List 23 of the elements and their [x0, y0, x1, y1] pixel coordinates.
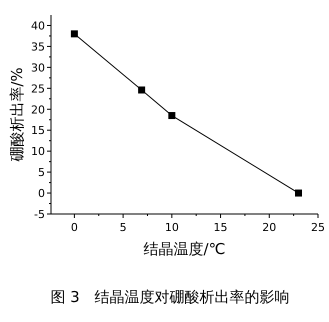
y-tick-label: 40: [31, 19, 45, 32]
y-tick-label: 20: [31, 103, 45, 116]
point: [295, 190, 302, 197]
x-tick-label: 20: [262, 221, 276, 234]
x-tick-label: 10: [164, 221, 179, 234]
y-tick-label: 30: [31, 61, 45, 74]
x-axis-title: 结晶温度/℃: [144, 240, 226, 258]
y-tick-label: 0: [38, 187, 45, 200]
x-tick-label: 25: [311, 221, 325, 234]
y-tick-label: 35: [31, 40, 45, 54]
x-tick-label: 5: [120, 221, 127, 234]
point: [168, 112, 176, 120]
y-axis-title: 硼酸析出率/%: [8, 67, 26, 163]
x-tick-label: 15: [214, 221, 228, 234]
y-tick-label: 25: [31, 82, 45, 96]
y-tick-label: 15: [31, 124, 45, 138]
x-tick-label: 0: [70, 221, 78, 234]
y-tick-label: 5: [38, 166, 45, 180]
point: [70, 30, 78, 38]
caption: 图 3 结晶温度对硼酸析出率的影响: [50, 288, 290, 306]
y-tick-label: 10: [31, 145, 45, 158]
point: [138, 86, 146, 94]
y-tick-label: -5: [34, 208, 45, 221]
